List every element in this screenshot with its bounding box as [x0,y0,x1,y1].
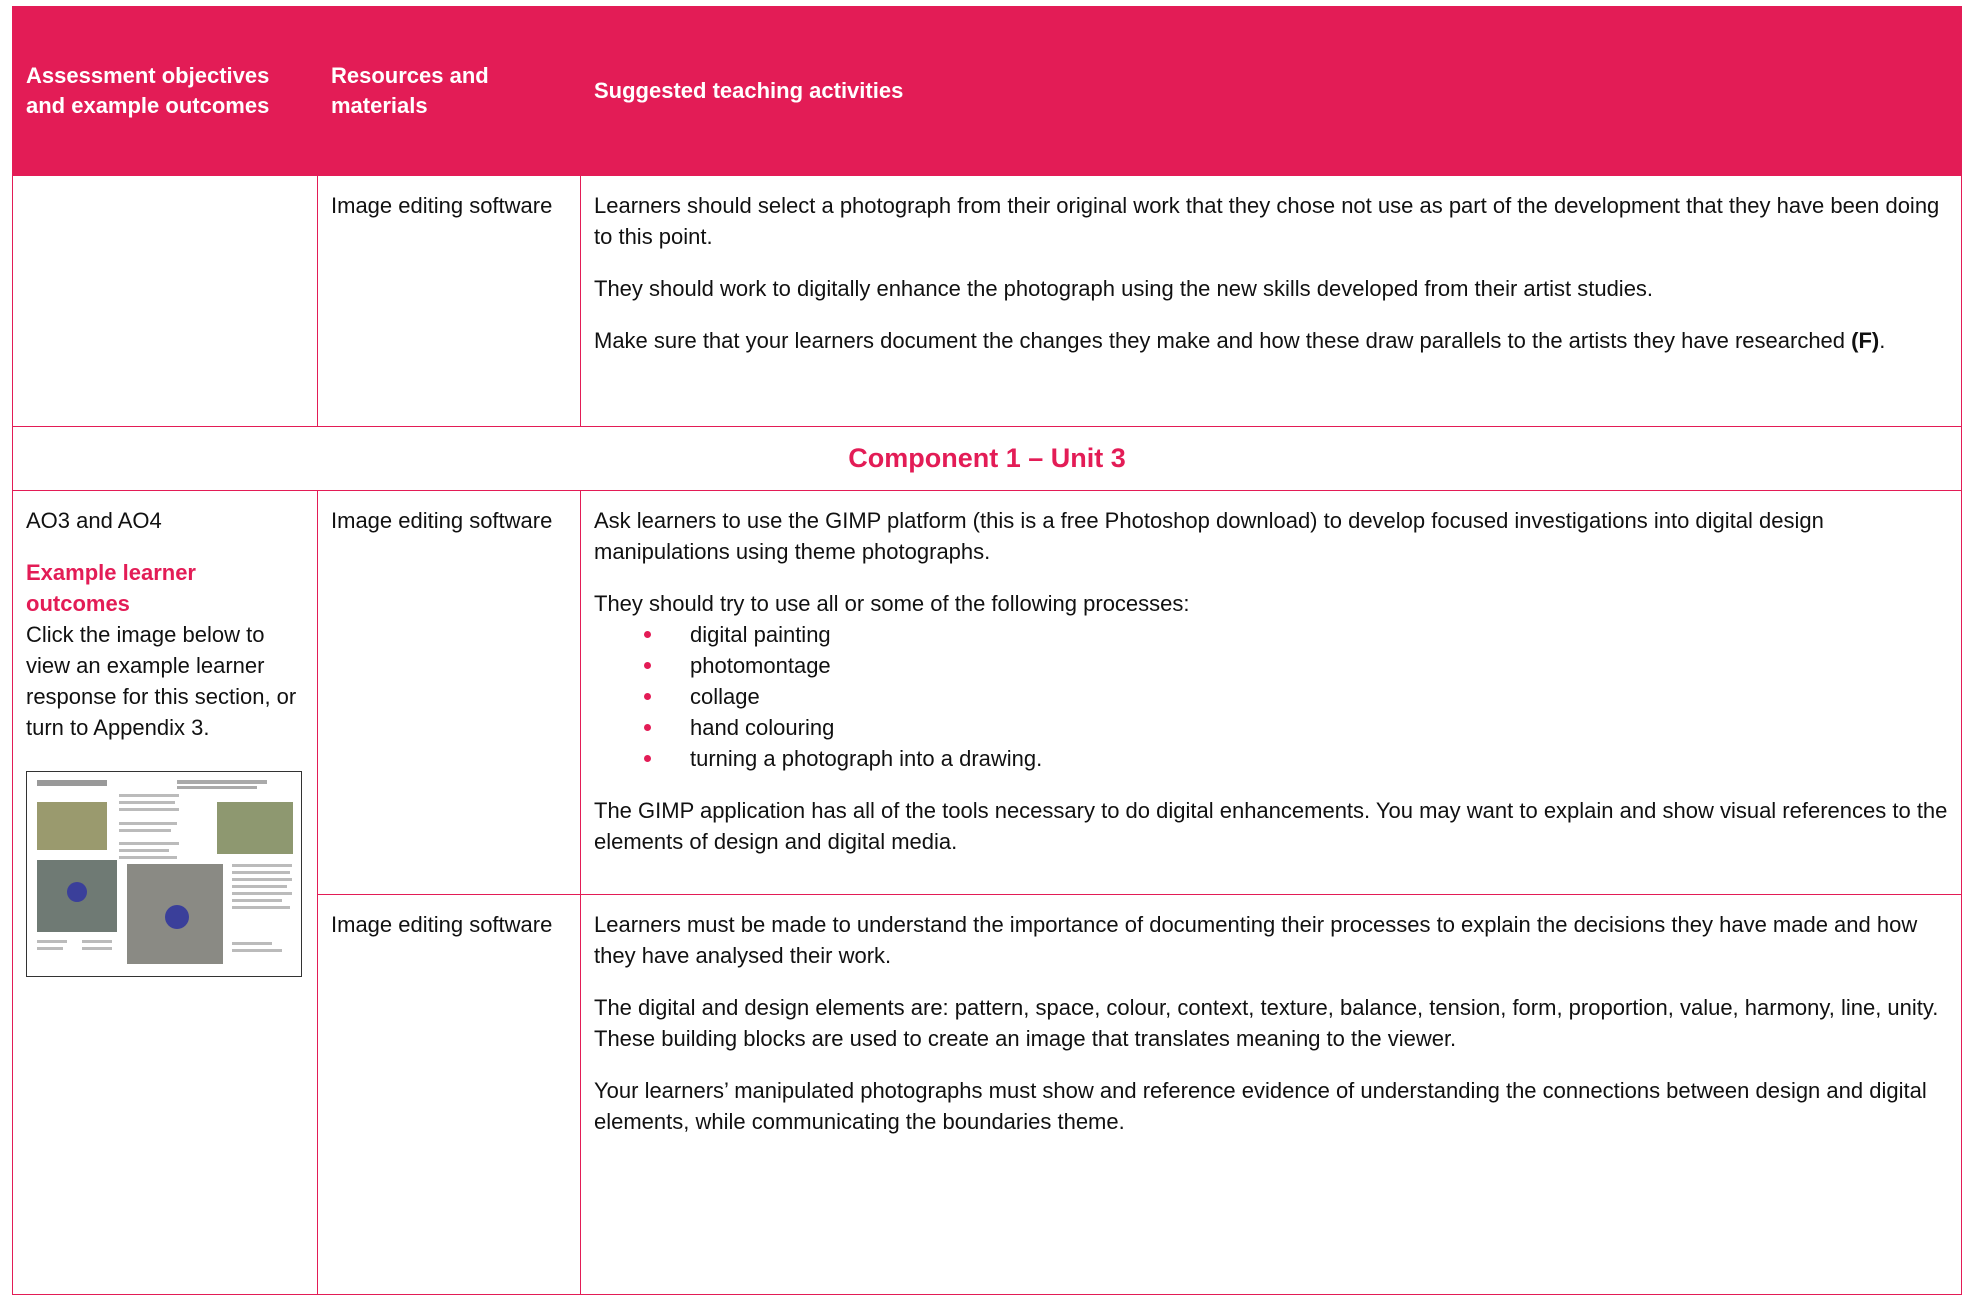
section-heading: Component 1 – Unit 3 [12,426,1962,491]
cell: Image editing software [317,894,581,1295]
objectives: AO3 and AO4 [26,508,162,533]
page: Assessment objectives and example outcom… [12,6,1962,1295]
row: Image editing software Learners must be … [13,894,1962,1295]
paragraph: They should try to use all or some of th… [594,591,1190,616]
example-thumbnail[interactable] [26,771,302,977]
cell: Image editing software [317,175,581,427]
column-header: Assessment objectives and example outcom… [12,6,318,176]
paragraph: Learners should select a photograph from… [594,193,1940,249]
header-row: Assessment objectives and example outcom… [12,6,1962,176]
cell [12,175,318,427]
list-item: hand colouring [644,712,1948,743]
scheme-table: Assessment objectives and example outcom… [12,6,1962,1295]
cell: Learners should select a photograph from… [580,175,1962,427]
example-heading: Example learner outcomes [26,560,196,616]
paragraph: Learners must be made to understand the … [594,912,1918,968]
cell: Ask learners to use the GIMP platform (t… [580,490,1962,895]
cell: Image editing software [317,490,581,895]
text: . [1879,328,1886,353]
row: AO3 and AO4 Example learner outcomes Cli… [12,490,1962,1295]
column-header: Resources and materials [317,6,581,176]
list-item: digital painting [644,619,1948,650]
text: Make sure that your learners document th… [594,328,1852,353]
column-header: Suggested teaching activities [580,6,1962,176]
example-text: Click the image below to view an example… [26,622,297,740]
list-item: turning a photograph into a drawing. [644,743,1948,774]
process-list: digital painting photomontage collage hand … [594,619,1948,774]
list-item: photomontage [644,650,1948,681]
section-row: Component 1 – Unit 3 [12,426,1962,491]
paragraph: Ask learners to use the GIMP platform (t… [594,508,1824,564]
paragraph: They should work to digitally enhance th… [594,276,1654,301]
cell: Learners must be made to understand the … [580,894,1962,1295]
paragraph: The digital and design elements are: pat… [594,995,1939,1051]
paragraph: Make sure that your learners document th… [594,325,1948,356]
bold-text: (F) [1851,328,1880,353]
list-item: collage [644,681,1948,712]
paragraph: The GIMP application has all of the tool… [594,798,1948,854]
paragraph: Your learners’ manipulated photographs m… [594,1078,1927,1134]
cell: AO3 and AO4 Example learner outcomes Cli… [12,490,318,1295]
row: Image editing software Learners should s… [12,175,1962,427]
